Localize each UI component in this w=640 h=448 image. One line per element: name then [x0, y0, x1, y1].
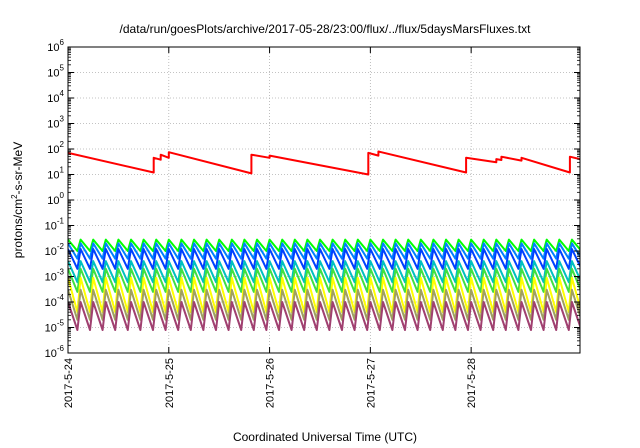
- x-tick-label: 2017-5-25: [164, 358, 176, 408]
- series-line-2: [68, 242, 580, 260]
- series-line-5: [68, 267, 580, 293]
- y-tick-label: 10-3: [45, 268, 65, 284]
- y-tick-label: 10-4: [45, 293, 65, 309]
- x-tick-label: 2017-5-26: [265, 358, 277, 408]
- y-tick-label: 103: [47, 115, 64, 131]
- y-tick-label: 106: [47, 38, 64, 54]
- y-tick-label: 10-2: [45, 242, 65, 258]
- series-line-0: [68, 150, 580, 176]
- x-axis-ticks: 2017-5-24 2017-5-25 2017-5-26 2017-5-27 2017…: [63, 47, 478, 408]
- x-tick-label: 2017-5-24: [63, 358, 75, 408]
- series-line-1: [68, 238, 580, 252]
- y-tick-label: 104: [47, 89, 64, 105]
- y-tick-label: 105: [47, 64, 64, 80]
- x-axis-title: Coordinated Universal Time (UTC): [233, 430, 417, 444]
- series-line-8: [68, 301, 580, 331]
- y-tick-label: 101: [47, 166, 64, 182]
- chart-title: /data/run/goesPlots/archive/2017-05-28/2…: [120, 22, 532, 36]
- series-line-4: [68, 260, 580, 284]
- series-line-3: [68, 248, 580, 270]
- y-tick-label: 100: [47, 191, 64, 207]
- y-tick-label: 102: [47, 140, 64, 156]
- y-tick-label: 10-5: [45, 319, 65, 335]
- x-tick-label: 2017-5-27: [365, 358, 377, 408]
- y-tick-label: 10-6: [45, 344, 65, 360]
- x-tick-label: 2017-5-28: [466, 358, 478, 408]
- y-axis-title: protons/cm2-s-sr-MeV: [10, 142, 25, 258]
- series-line-7: [68, 288, 580, 321]
- y-axis-ticks: 10-6 10-5 10-4 10-3 10-2 10-1 100 101 102 103 104 1…: [45, 38, 580, 360]
- y-tick-label: 10-1: [45, 217, 65, 233]
- series-area: [68, 150, 580, 331]
